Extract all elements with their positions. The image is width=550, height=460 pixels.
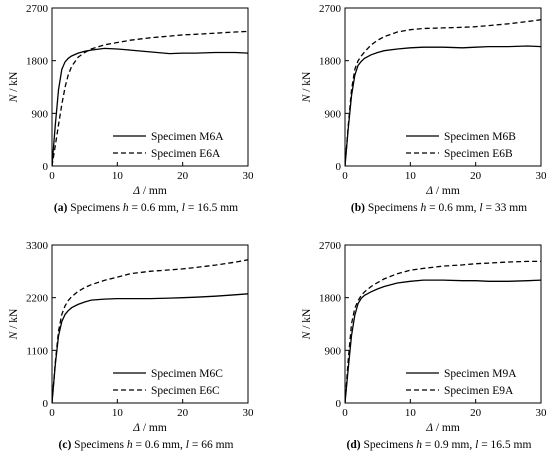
- panel-a: 0 10 20 30 0 900 1800 2700 Δ / mm N / kN Specimen …: [8, 3, 254, 214]
- y-tick-label: 900: [32, 108, 49, 120]
- x-tick-label: 20: [470, 170, 482, 182]
- series-line-specimen-e9a: [345, 260, 541, 403]
- y-axis-label: N / kN: [8, 71, 20, 103]
- y-tick-label: 2200: [26, 293, 49, 305]
- y-tick-label: 0: [336, 398, 342, 410]
- x-tick-label: 30: [243, 407, 255, 419]
- series-line-specimen-m6b: [345, 45, 541, 166]
- plot-frame: [344, 244, 542, 404]
- y-tick-label: 2700: [319, 3, 342, 15]
- y-axis-label: N / kN: [8, 308, 20, 340]
- series-line-specimen-e6b: [345, 19, 541, 166]
- plot-frame: [51, 244, 249, 404]
- x-tick-label: 10: [112, 407, 124, 419]
- panel-caption: (c) Specimens h = 0.6 mm, l = 66 mm: [59, 439, 234, 451]
- x-tick-label: 30: [536, 170, 548, 182]
- series-line-specimen-e6c: [52, 259, 248, 403]
- y-tick-label: 2700: [319, 240, 342, 252]
- panel-c: 0 10 20 30 0 1100 2200 3300 Δ / mm N / kN Specimen…: [8, 240, 254, 451]
- x-tick-label: 10: [405, 170, 417, 182]
- x-axis-label: Δ / mm: [132, 185, 167, 197]
- y-tick-label: 1800: [319, 56, 342, 68]
- x-axis-label: Δ / mm: [132, 422, 167, 434]
- x-tick-label: 0: [342, 170, 348, 182]
- legend-entry: Specimen M9A: [444, 368, 517, 380]
- panel-b: 0 10 20 30 0 900 1800 2700 Δ / mm N / kN Specimen …: [301, 3, 547, 214]
- x-tick-label: 20: [470, 407, 482, 419]
- panel-caption: (a) Specimens h = 0.6 mm, l = 16.5 mm: [54, 202, 238, 214]
- y-tick-label: 2700: [26, 3, 49, 15]
- series-line-specimen-m9a: [345, 279, 541, 403]
- y-tick-label: 3300: [26, 240, 49, 252]
- y-tick-label: 900: [325, 345, 342, 357]
- x-tick-label: 0: [49, 407, 55, 419]
- x-tick-label: 0: [49, 170, 55, 182]
- legend-entry: Specimen E6B: [444, 148, 513, 160]
- x-axis-label: Δ / mm: [425, 185, 460, 197]
- x-tick-label: 10: [112, 170, 124, 182]
- legend-entry: Specimen E9A: [444, 385, 514, 397]
- y-tick-label: 1800: [319, 293, 342, 305]
- x-tick-label: 30: [536, 407, 548, 419]
- y-tick-label: 1100: [26, 345, 48, 357]
- panel-d: 0 10 20 30 0 900 1800 2700 Δ / mm N / kN Specimen …: [301, 240, 547, 451]
- legend-entry: Specimen E6A: [151, 148, 221, 160]
- legend-entry: Specimen M6B: [444, 131, 516, 143]
- x-tick-label: 20: [177, 407, 189, 419]
- y-axis-label: N / kN: [301, 308, 313, 340]
- y-tick-label: 0: [43, 161, 49, 173]
- panel-caption: (d) Specimens h = 0.9 mm, l = 16.5 mm: [347, 439, 532, 451]
- x-tick-label: 10: [405, 407, 417, 419]
- x-axis-label: Δ / mm: [425, 422, 460, 434]
- series-line-specimen-m6a: [52, 47, 248, 166]
- x-tick-label: 30: [243, 170, 255, 182]
- panel-caption: (b) Specimens h = 0.6 mm, l = 33 mm: [351, 202, 527, 214]
- y-axis-label: N / kN: [301, 71, 313, 103]
- series-line-specimen-m6c: [52, 293, 248, 403]
- plot-frame: [51, 7, 249, 167]
- legend-entry: Specimen M6A: [151, 131, 224, 143]
- legend-entry: Specimen M6C: [151, 368, 223, 380]
- y-tick-label: 1800: [26, 56, 49, 68]
- legend-entry: Specimen E6C: [151, 385, 220, 397]
- y-tick-label: 900: [325, 108, 342, 120]
- y-tick-label: 0: [43, 398, 49, 410]
- series-line-specimen-e6a: [52, 30, 248, 166]
- plot-frame: [344, 7, 542, 167]
- x-tick-label: 20: [177, 170, 189, 182]
- y-tick-label: 0: [336, 161, 342, 173]
- x-tick-label: 0: [342, 407, 348, 419]
